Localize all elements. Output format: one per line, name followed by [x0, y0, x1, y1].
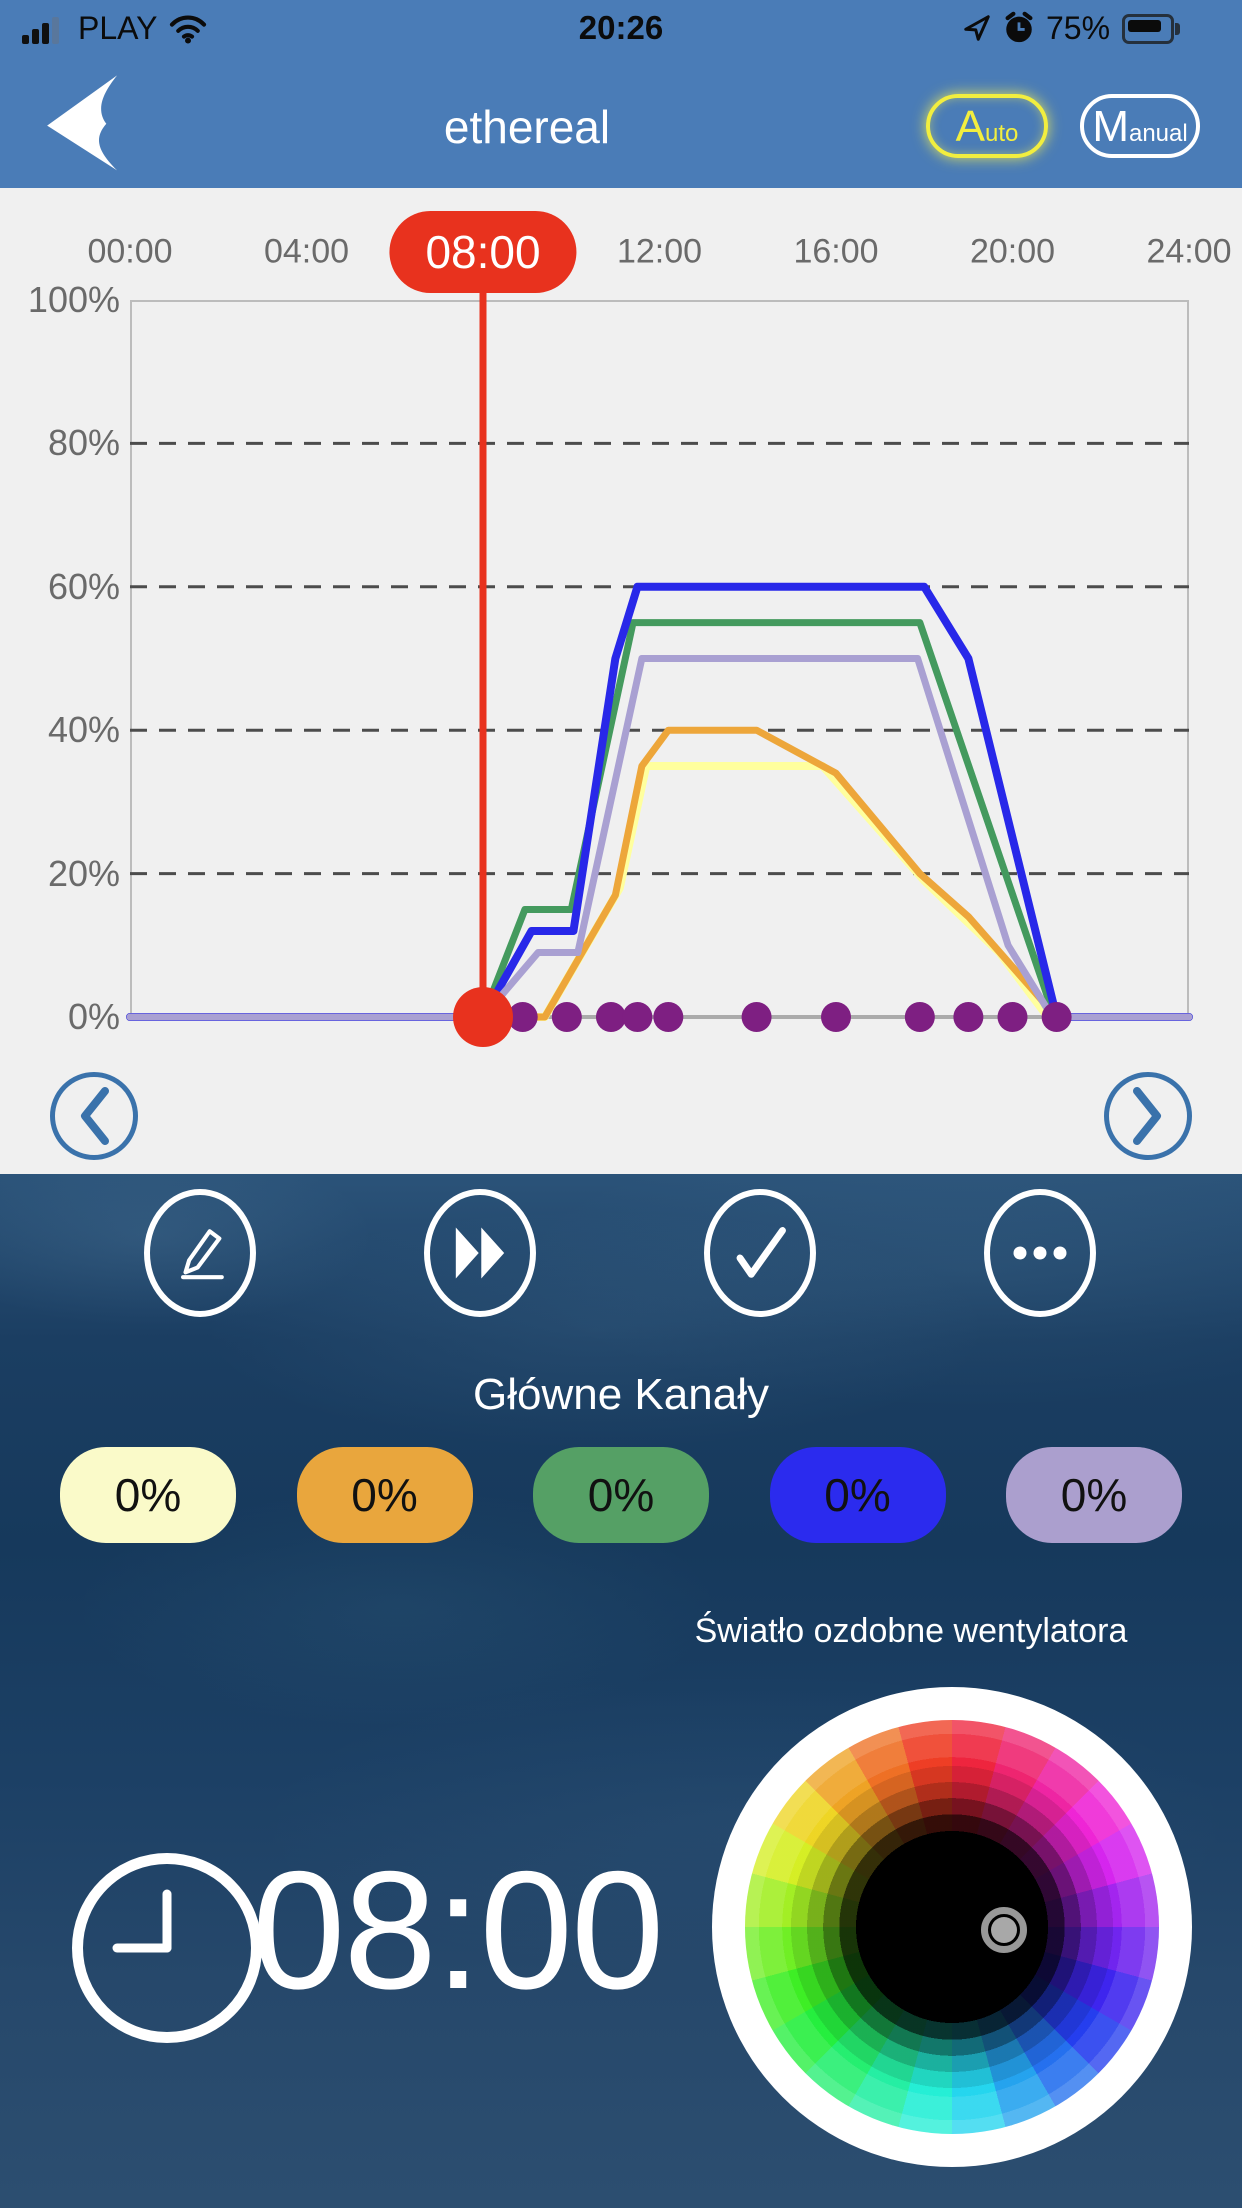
y-tick-label: 80% — [47, 422, 120, 464]
y-tick-label: 100% — [27, 279, 120, 320]
carrier-label: PLAY — [78, 10, 158, 46]
previous-day-button[interactable] — [50, 1072, 138, 1160]
page-title: ethereal — [443, 101, 611, 153]
schedule-point-marker[interactable] — [551, 1002, 582, 1032]
schedule-point-marker[interactable] — [997, 1002, 1028, 1032]
schedule-chart-section: 00:00 04:00 08:00 12:00 16:00 20:00 24:00 100%… — [0, 188, 1242, 1174]
schedule-point-marker[interactable] — [507, 1002, 538, 1032]
blue-channel-curve — [126, 582, 1193, 1021]
x-tick-label: 00:00 — [87, 232, 173, 271]
color-wheel[interactable] — [745, 1720, 1159, 2134]
x-tick-label: 24:00 — [1146, 232, 1232, 271]
schedule-chart[interactable] — [126, 245, 1193, 1047]
chevron-left-icon — [81, 1087, 109, 1145]
channel-pill-3[interactable]: 0% — [769, 1447, 946, 1543]
auto-label: A — [955, 102, 985, 151]
chevron-right-icon — [1133, 1087, 1161, 1145]
schedule-point-marker[interactable] — [953, 1002, 984, 1032]
channel-pill-1[interactable]: 0% — [296, 1447, 473, 1543]
location-arrow-icon — [964, 15, 990, 41]
channels-title: Główne Kanały — [473, 1370, 769, 1419]
next-day-button[interactable] — [1104, 1072, 1192, 1160]
x-tick-label: 12:00 — [616, 232, 703, 271]
status-bar: PLAY 20:26 75% — [0, 0, 1242, 56]
battery-icon — [1122, 14, 1180, 44]
battery-percent: 75% — [1046, 10, 1111, 46]
fast-forward-button[interactable] — [424, 1189, 536, 1317]
schedule-point-marker[interactable] — [653, 1002, 684, 1032]
channel-pill-0[interactable]: 0% — [60, 1447, 236, 1543]
fast-forward-icon — [455, 1227, 505, 1279]
checkmark-icon — [736, 1227, 786, 1278]
channel-pill-4[interactable]: 0% — [1006, 1447, 1182, 1543]
alarm-clock-icon — [1005, 11, 1033, 43]
y-tick-label: 60% — [47, 565, 120, 607]
fan-light-label: Światło ozdobne wentylatora — [694, 1612, 1128, 1650]
edit-button[interactable] — [144, 1189, 256, 1317]
y-tick-label: 40% — [47, 709, 120, 751]
status-time: 20:26 — [578, 9, 664, 46]
schedule-point-marker[interactable] — [1041, 1002, 1072, 1032]
clock-icon[interactable] — [72, 1853, 262, 2043]
lavender-channel-curve — [126, 655, 1193, 1021]
selected-time-pill[interactable]: 08:00 — [389, 211, 577, 293]
color-wheel-handle[interactable] — [981, 1907, 1027, 1953]
y-tick-label: 0% — [67, 996, 120, 1037]
schedule-point-marker[interactable] — [741, 1002, 772, 1032]
schedule-time[interactable]: 08:00 — [252, 1836, 664, 2024]
pencil-icon — [181, 1229, 224, 1280]
wifi-icon — [169, 15, 207, 44]
x-tick-label: 16:00 — [793, 232, 879, 271]
confirm-button[interactable] — [704, 1189, 816, 1317]
x-tick-label: 20:00 — [969, 232, 1056, 271]
schedule-point-marker[interactable] — [595, 1002, 626, 1032]
manual-label: M — [1092, 102, 1129, 151]
channel-pills: 0% 0% 0% 0% 0% — [0, 1447, 1242, 1543]
green-channel-curve — [126, 619, 1193, 1021]
time-cursor-dot[interactable] — [453, 987, 513, 1047]
signal-bars-icon — [22, 16, 59, 44]
channel-pill-2[interactable]: 0% — [533, 1447, 709, 1543]
y-tick-label: 20% — [47, 852, 120, 894]
ellipsis-icon — [1013, 1246, 1067, 1260]
back-button[interactable] — [38, 70, 128, 174]
x-tick-label: 04:00 — [263, 232, 350, 271]
more-options-button[interactable] — [984, 1189, 1096, 1317]
schedule-point-marker[interactable] — [904, 1002, 935, 1032]
schedule-point-marker[interactable] — [821, 1002, 851, 1032]
plot-frame — [130, 300, 1189, 1017]
schedule-point-marker[interactable] — [622, 1002, 653, 1032]
control-panel: Główne Kanały 0% 0% 0% 0% 0% Światło ozdobne… — [0, 1174, 1242, 2208]
